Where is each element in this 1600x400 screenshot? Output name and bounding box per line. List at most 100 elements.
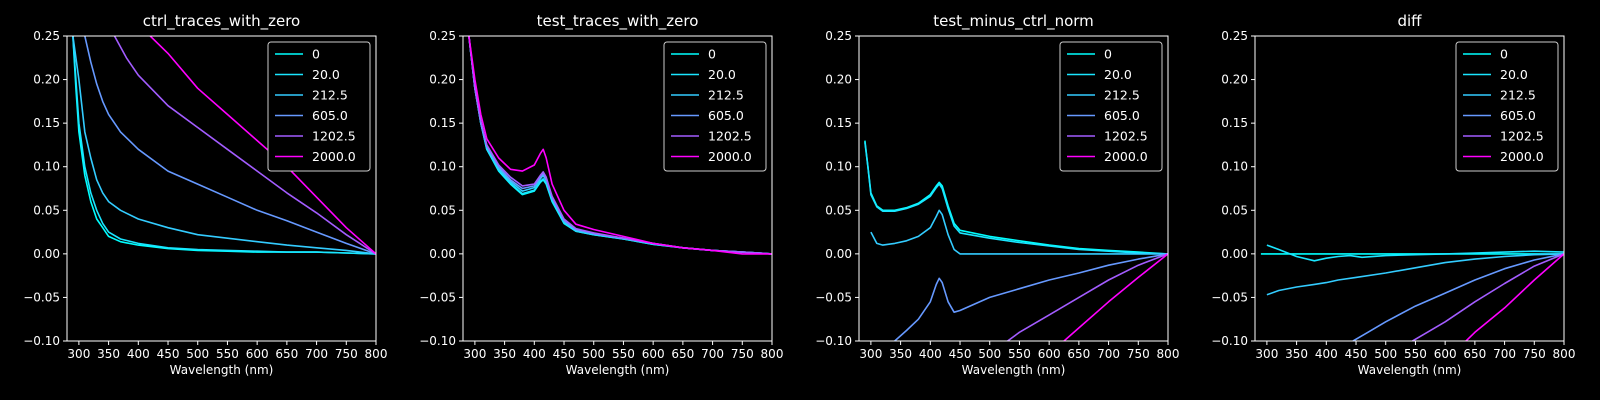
series-group — [468, 36, 772, 255]
x-tick-label: 600 — [1434, 347, 1457, 361]
series-line-5 — [149, 36, 376, 255]
chart-panel-1: 300 350 400 450 500 550 600 650 700 750 800 −0.10 −0… — [23, 12, 387, 377]
y-tick-label: −0.05 — [815, 290, 852, 304]
series-line-3 — [1352, 253, 1564, 341]
y-tick-label: 0.20 — [33, 73, 60, 87]
x-tick-label: 300 — [67, 347, 90, 361]
y-tick-label: 0.25 — [429, 29, 456, 43]
x-axis-label: Wavelength (nm) — [170, 363, 274, 377]
y-tick-label: 0.05 — [429, 203, 456, 217]
legend-label: 0 — [1104, 47, 1112, 62]
plot-frame — [66, 35, 377, 342]
x-tick-label: 500 — [582, 347, 605, 361]
y-tick-label: −0.05 — [419, 290, 456, 304]
x-tick-label: 600 — [246, 347, 269, 361]
plot-frame — [1254, 35, 1565, 342]
x-tick-label: 600 — [642, 347, 665, 361]
series-line-2 — [870, 209, 1168, 255]
legend-label: 2000.0 — [708, 149, 752, 164]
y-tick-label: 0.20 — [429, 73, 456, 87]
x-tick-label: 400 — [919, 347, 942, 361]
legend: 0 20.0 212.5 605.0 1202.5 2000.0 — [1455, 41, 1559, 172]
legend-label: 2000.0 — [1500, 149, 1544, 164]
y-tick-label: 0.15 — [429, 116, 456, 130]
series-group — [72, 36, 376, 255]
y-tick-label: −0.05 — [23, 290, 60, 304]
legend-label: 2000.0 — [312, 149, 356, 164]
x-tick-label: 350 — [889, 347, 912, 361]
x-tick-label: 450 — [157, 347, 180, 361]
x-tick-label: 300 — [859, 347, 882, 361]
y-tick-label: 0.10 — [429, 160, 456, 174]
y-tick-label: 0.00 — [825, 247, 852, 261]
x-tick-label: 400 — [127, 347, 150, 361]
x-tick-label: 350 — [493, 347, 516, 361]
x-axis-label: Wavelength (nm) — [1358, 363, 1462, 377]
series-line-1 — [72, 36, 376, 255]
y-tick-label: 0.10 — [33, 160, 60, 174]
y-tick-label: −0.10 — [1211, 334, 1248, 348]
y-tick-label: 0.05 — [1221, 203, 1248, 217]
legend-label: 212.5 — [708, 88, 744, 103]
legend-label: 605.0 — [312, 108, 348, 123]
y-tick-label: 0.15 — [825, 116, 852, 130]
x-tick-label: 350 — [97, 347, 120, 361]
legend-label: 212.5 — [312, 88, 348, 103]
x-tick-label: 450 — [1345, 347, 1368, 361]
legend-label: 20.0 — [708, 67, 736, 82]
legend: 0 20.0 212.5 605.0 1202.5 2000.0 — [663, 41, 767, 172]
x-tick-label: 550 — [1008, 347, 1031, 361]
series-line-3 — [894, 253, 1168, 341]
x-tick-label: 800 — [365, 347, 388, 361]
legend-label: 605.0 — [1104, 108, 1140, 123]
x-tick-label: 650 — [1463, 347, 1486, 361]
y-tick-label: 0.05 — [33, 203, 60, 217]
y-tick-label: −0.10 — [815, 334, 852, 348]
legend-label: 2000.0 — [1104, 149, 1148, 164]
chart-panel-4: 300 350 400 450 500 550 600 650 700 750 800 −0.10 −0… — [1211, 12, 1575, 377]
series-line-5 — [1063, 253, 1168, 341]
y-tick-label: −0.05 — [1211, 290, 1248, 304]
legend-label: 212.5 — [1104, 88, 1140, 103]
y-tick-label: 0.20 — [825, 73, 852, 87]
legend-label: 605.0 — [1500, 108, 1536, 123]
x-tick-label: 650 — [275, 347, 298, 361]
x-tick-label: 550 — [612, 347, 635, 361]
legend-label: 0 — [1500, 47, 1508, 62]
series-line-1 — [864, 142, 1168, 255]
y-tick-label: 0.10 — [1221, 160, 1248, 174]
legend-label: 1202.5 — [312, 129, 356, 144]
x-tick-label: 550 — [1404, 347, 1427, 361]
x-tick-label: 750 — [1523, 347, 1546, 361]
y-tick-label: −0.10 — [23, 334, 60, 348]
x-tick-label: 500 — [186, 347, 209, 361]
chart-title: test_traces_with_zero — [537, 12, 699, 31]
y-tick-label: 0.00 — [429, 247, 456, 261]
chart-title: diff — [1397, 12, 1422, 30]
y-tick-label: 0.20 — [1221, 73, 1248, 87]
y-tick-label: 0.10 — [825, 160, 852, 174]
x-tick-label: 500 — [978, 347, 1001, 361]
series-line-4 — [113, 36, 376, 255]
legend-label: 212.5 — [1500, 88, 1536, 103]
x-tick-label: 800 — [1157, 347, 1180, 361]
legend-label: 0 — [312, 47, 320, 62]
y-tick-label: 0.25 — [33, 29, 60, 43]
y-tick-label: 0.25 — [1221, 29, 1248, 43]
series-line-4 — [1007, 253, 1168, 341]
x-tick-label: 450 — [553, 347, 576, 361]
y-tick-label: 0.15 — [33, 116, 60, 130]
x-tick-label: 600 — [1038, 347, 1061, 361]
legend-label: 20.0 — [1104, 67, 1132, 82]
plot-frame — [858, 35, 1169, 342]
x-tick-label: 750 — [1127, 347, 1150, 361]
chart-panel-2: 300 350 400 450 500 550 600 650 700 750 800 −0.10 −0… — [419, 12, 783, 377]
plot-frame — [462, 35, 773, 342]
x-tick-label: 400 — [523, 347, 546, 361]
series-line-3 — [84, 36, 376, 255]
x-tick-label: 700 — [1493, 347, 1516, 361]
series-group — [1260, 244, 1564, 341]
series-line-5 — [468, 36, 772, 255]
legend-label: 605.0 — [708, 108, 744, 123]
